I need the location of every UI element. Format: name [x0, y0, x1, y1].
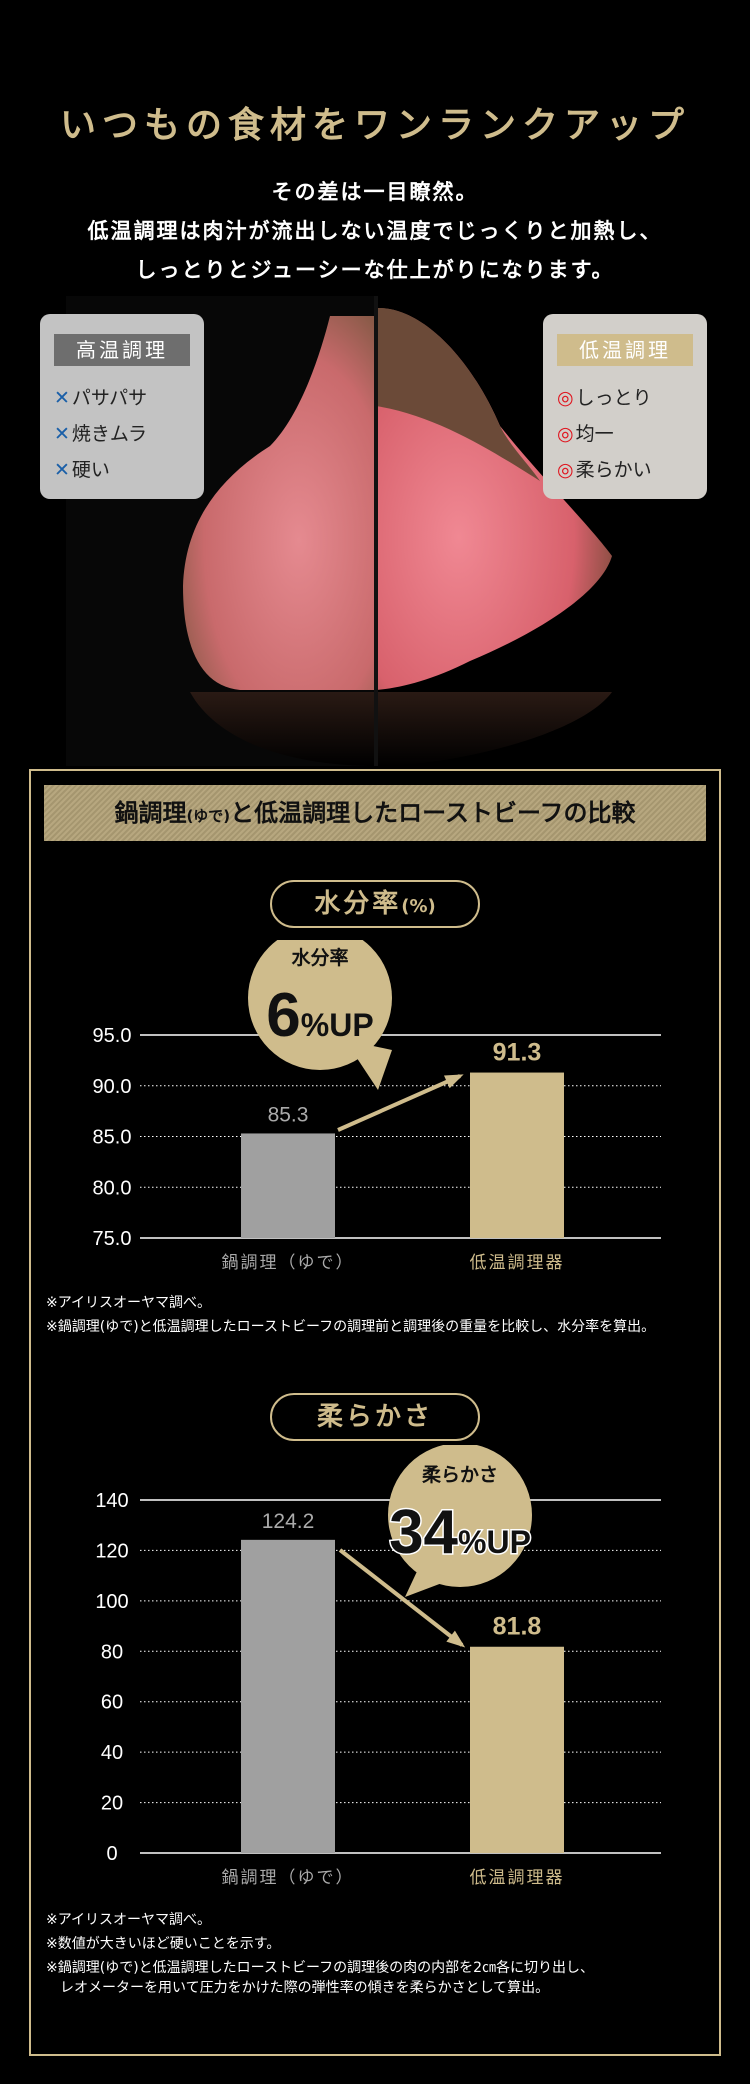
callout-value: 6%UP	[266, 981, 373, 1050]
double-circle-icon: ◎	[557, 423, 574, 445]
high-temp-title: 高温調理	[54, 334, 190, 366]
cross-icon: ✕	[54, 459, 70, 481]
callout-bubble	[248, 940, 392, 1070]
callout-label: 柔らかさ	[422, 1464, 498, 1486]
page-title: いつもの食材をワンランクアップ	[59, 105, 690, 146]
moisture-chart: 75.0 80.0 85.0 90.0 95.0 85.3 鍋調理（ゆで） 91.3 低温調理器…	[93, 940, 661, 1272]
y-tick-label: 100	[95, 1591, 128, 1613]
y-tick-label: 140	[95, 1490, 128, 1512]
category-label: 鍋調理（ゆで）	[222, 1868, 355, 1887]
cross-icon: ✕	[54, 387, 70, 409]
callout-label: 水分率	[291, 946, 348, 969]
subtitle-line: しっとりとジューシーな仕上がりになります。	[135, 258, 615, 282]
high-temp-box: 高温調理 ✕ パサパサ ✕ 焼きムラ ✕ 硬い	[40, 314, 204, 499]
bar	[241, 1133, 335, 1238]
y-tick-label: 80.0	[93, 1177, 132, 1199]
double-circle-icon: ◎	[557, 387, 574, 409]
note: ※アイリスオーヤマ調べ。	[46, 1295, 212, 1311]
cross-icon: ✕	[54, 423, 70, 445]
callout-tail	[345, 1040, 392, 1090]
note: ※数値が大きいほど硬いことを示す。	[46, 1936, 281, 1952]
y-tick-label: 85.0	[93, 1127, 132, 1149]
value-label: 81.8	[493, 1613, 542, 1641]
bar	[470, 1072, 564, 1238]
subtitle-line: 低温調理は肉汁が流出しない温度でじっくりと加熱し、	[87, 219, 663, 243]
callout-value: 34%UP	[389, 1498, 531, 1567]
note: レオメーターを用いて圧力をかけた際の弾性率の傾きを柔らかさとして算出。	[46, 1980, 550, 1996]
arrow-head	[446, 1630, 466, 1648]
list-item: ◎ 柔らかい	[557, 459, 652, 481]
list-item: ✕ 硬い	[54, 459, 110, 481]
low-temp-title: 低温調理	[557, 334, 693, 366]
category-label: 低温調理器	[470, 1868, 565, 1887]
trend-arrow	[338, 1548, 464, 1647]
y-tick-label: 80	[101, 1641, 123, 1663]
y-tick-label: 90.0	[93, 1076, 132, 1098]
subtitle-line: その差は一目瞭然。	[271, 180, 479, 204]
category-label: 鍋調理（ゆで）	[222, 1253, 355, 1272]
softness-chart: 0 20 40 60 80 100 120 140 124.2 鍋調理（ゆで） 81.8 低温調理器 柔…	[95, 1445, 661, 1887]
category-label: 低温調理器	[470, 1253, 565, 1272]
y-tick-label: 0	[106, 1843, 117, 1865]
note: ※鍋調理(ゆで)と低温調理したローストビーフの調理後の肉の内部を2㎝各に切り出し…	[46, 1960, 595, 1976]
value-label: 91.3	[493, 1039, 542, 1067]
list-item: ✕ パサパサ	[54, 387, 148, 409]
double-circle-icon: ◎	[557, 459, 574, 481]
y-tick-label: 120	[95, 1540, 128, 1562]
y-tick-label: 75.0	[93, 1228, 132, 1250]
roast-beef-photo	[66, 296, 612, 766]
y-tick-label: 95.0	[93, 1025, 132, 1047]
value-label: 85.3	[268, 1103, 309, 1126]
list-item: ◎ しっとり	[557, 387, 652, 409]
chart-title-moisture: 水分率(%)	[270, 880, 480, 928]
comparison-frame	[29, 769, 721, 2056]
comparison-title: 鍋調理(ゆで)と低温調理したローストビーフの比較	[44, 785, 706, 841]
chart-title-softness: 柔らかさ	[270, 1393, 480, 1441]
list-item: ✕ 焼きムラ	[54, 423, 147, 445]
y-tick-label: 60	[101, 1692, 123, 1714]
y-tick-label: 20	[101, 1793, 123, 1815]
value-label: 124.2	[262, 1510, 315, 1533]
list-item: ◎ 均一	[557, 423, 614, 445]
note: ※アイリスオーヤマ調べ。	[46, 1912, 212, 1928]
bar	[241, 1539, 335, 1853]
trend-arrow	[337, 1074, 461, 1132]
arrow-head	[444, 1074, 464, 1089]
low-temp-box: 低温調理 ◎ しっとり ◎ 均一 ◎ 柔らかい	[543, 314, 707, 499]
callout-bubble	[388, 1445, 532, 1587]
callout-tail	[405, 1565, 450, 1597]
note: ※鍋調理(ゆで)と低温調理したローストビーフの調理前と調理後の重量を比較し、水分…	[46, 1319, 656, 1335]
bar	[470, 1646, 564, 1853]
y-tick-label: 40	[101, 1742, 123, 1764]
